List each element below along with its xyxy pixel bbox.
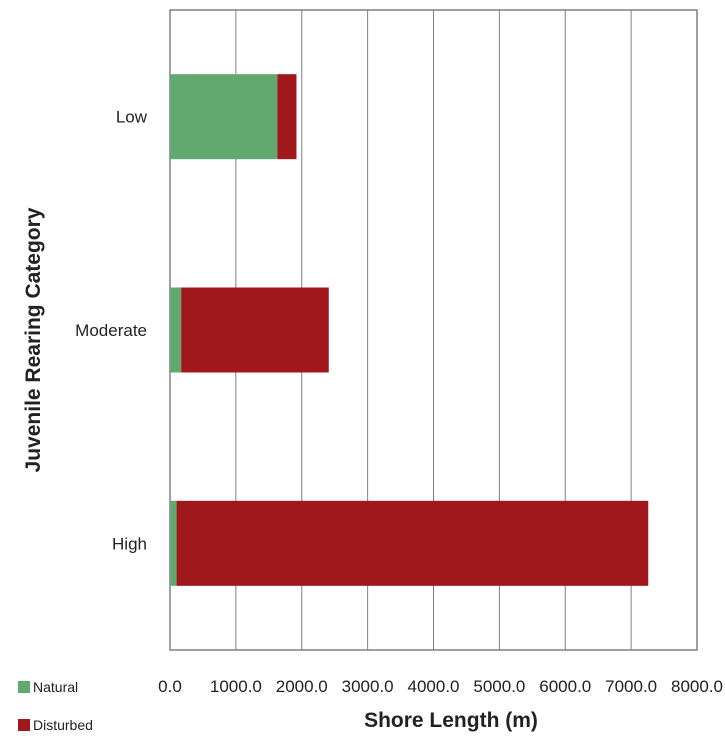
x-tick-label: 2000.0	[276, 677, 328, 696]
gridlines	[235, 10, 632, 650]
legend-item-natural: Natural	[18, 677, 93, 697]
bar-natural-low	[170, 74, 278, 160]
x-tick-label: 3000.0	[342, 677, 394, 696]
bar-disturbed-high	[176, 500, 649, 586]
x-tick-label: 5000.0	[473, 677, 525, 696]
bar-disturbed-moderate	[181, 287, 329, 373]
x-axis-title: Shore Length (m)	[364, 709, 538, 732]
y-tick-label: High	[112, 534, 147, 553]
bar-natural-moderate	[170, 287, 182, 373]
y-tick-label: Moderate	[75, 321, 147, 340]
x-tick-label: 8000.0	[671, 677, 723, 696]
x-tick-labels: 0.0 1000.0 2000.0 3000.0 4000.0 5000.0 6000.0 7…	[158, 677, 723, 696]
bars	[170, 74, 649, 586]
legend-swatch-natural	[18, 681, 30, 693]
bar-natural-high	[170, 500, 177, 586]
legend-item-disturbed: Disturbed	[18, 715, 93, 735]
x-tick-label: 6000.0	[539, 677, 591, 696]
y-tick-label: Low	[116, 108, 148, 127]
x-tick-label: 1000.0	[210, 677, 262, 696]
x-tick-label: 4000.0	[408, 677, 460, 696]
legend: Natural Disturbed	[18, 677, 93, 735]
legend-label-natural: Natural	[33, 679, 79, 695]
legend-swatch-disturbed	[18, 719, 30, 731]
y-axis-title: Juvenile Rearing Category	[22, 207, 45, 472]
x-tick-label: 0.0	[158, 677, 182, 696]
legend-label-disturbed: Disturbed	[33, 717, 93, 733]
x-tick-label: 7000.0	[605, 677, 657, 696]
bar-disturbed-low	[277, 74, 297, 160]
y-tick-labels: Low Moderate High	[75, 108, 148, 554]
